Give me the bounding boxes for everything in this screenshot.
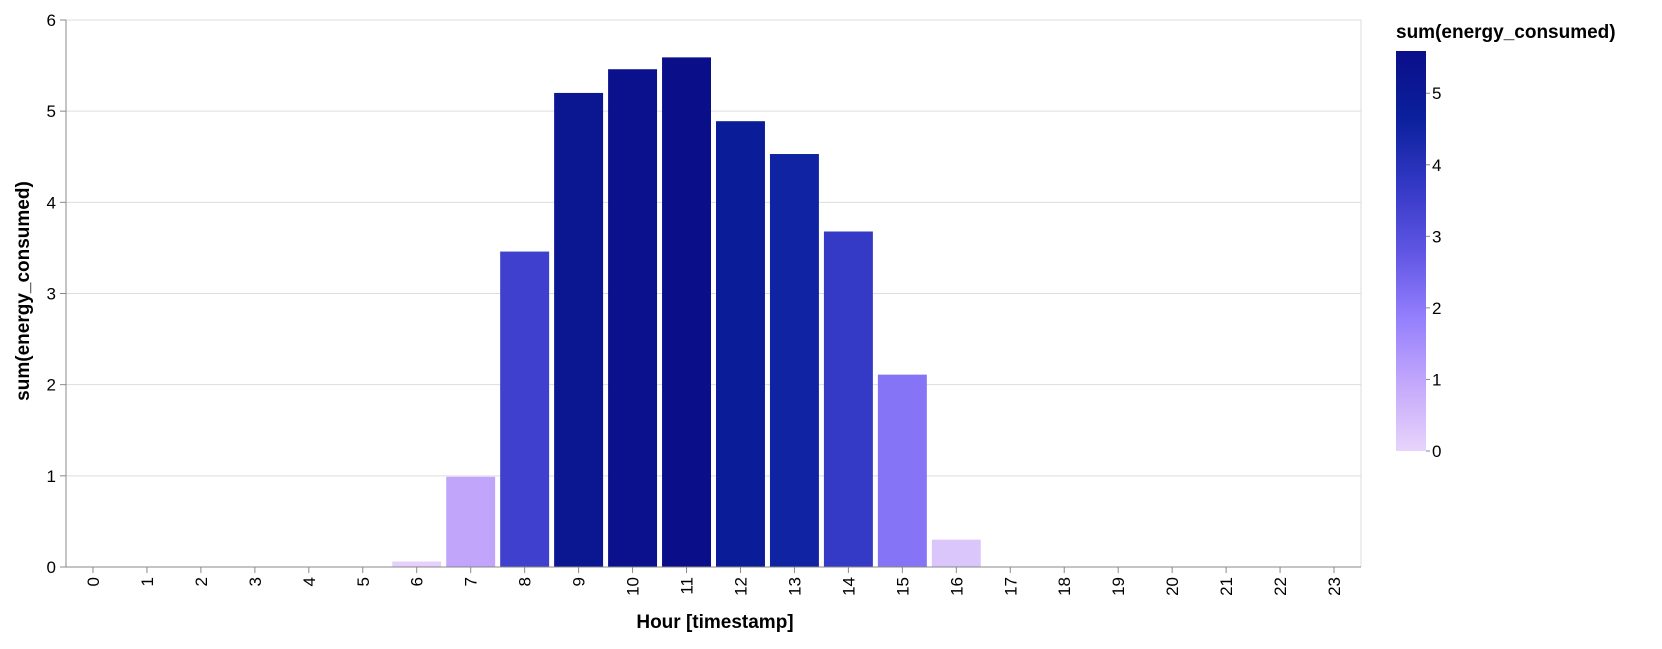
x-tick-label: 14 <box>839 577 858 596</box>
x-tick-label: 8 <box>516 577 535 586</box>
bar-hour-8 <box>500 251 550 567</box>
y-axis-title: sum(energy_consumed) <box>13 181 34 401</box>
bar-hour-16 <box>931 539 981 567</box>
y-tick-label: 5 <box>47 102 56 121</box>
x-tick-label: 21 <box>1217 577 1236 596</box>
legend-title: sum(energy_consumed) <box>1396 22 1616 43</box>
x-tick-label: 1 <box>138 577 157 586</box>
legend-tick-label: 5 <box>1432 84 1441 103</box>
grid-lines <box>66 19 1362 568</box>
x-axis-title: Hour [timestamp] <box>636 612 793 633</box>
x-tick-label: 20 <box>1163 577 1182 596</box>
x-tick-label: 0 <box>84 577 103 586</box>
x-tick-label: 6 <box>408 577 427 586</box>
color-legend: 0 1 2 3 4 5 <box>1396 51 1441 461</box>
x-tick-label: 7 <box>462 577 481 586</box>
bar-hour-10 <box>608 69 658 567</box>
y-tick-label: 0 <box>47 558 56 577</box>
bar-hour-9 <box>554 92 604 567</box>
legend-tick-label: 4 <box>1432 156 1441 175</box>
x-tick-label: 11 <box>678 577 697 595</box>
x-tick-label: 18 <box>1055 577 1074 596</box>
x-tick-label: 9 <box>570 577 589 586</box>
x-tick-label: 19 <box>1109 577 1128 596</box>
bar-hour-6 <box>392 561 442 567</box>
y-tick-label: 6 <box>47 11 56 30</box>
x-tick-label: 4 <box>300 577 319 586</box>
x-tick-label: 5 <box>354 577 373 586</box>
x-tick-label: 17 <box>1001 577 1020 596</box>
bar-hour-13 <box>769 154 819 567</box>
legend-tick-label: 2 <box>1432 299 1441 318</box>
x-tick-label: 13 <box>785 577 804 596</box>
bar-hour-12 <box>716 121 765 567</box>
legend-tick-label: 0 <box>1432 442 1441 461</box>
legend-gradient-bar <box>1396 51 1426 451</box>
y-tick-label: 4 <box>47 193 56 212</box>
legend-tick-label: 3 <box>1432 227 1441 246</box>
bar-hour-14 <box>823 231 873 568</box>
legend-tick-label: 1 <box>1432 370 1441 389</box>
x-tick-label: 10 <box>624 577 643 596</box>
bar-hour-7 <box>446 476 496 567</box>
x-tick-label: 22 <box>1271 577 1290 596</box>
x-tick-label: 16 <box>947 577 966 596</box>
x-tick-label: 23 <box>1325 577 1344 596</box>
x-tick-label: 15 <box>893 577 912 596</box>
x-tick-label: 3 <box>246 577 265 586</box>
y-tick-label: 3 <box>47 285 56 304</box>
y-tick-label: 1 <box>47 467 56 486</box>
bar-hour-11 <box>662 57 711 568</box>
x-tick-label: 12 <box>731 577 750 596</box>
bar-hour-15 <box>877 374 927 567</box>
bars <box>392 57 981 568</box>
y-tick-label: 2 <box>47 376 56 395</box>
x-tick-label: 2 <box>192 577 211 586</box>
